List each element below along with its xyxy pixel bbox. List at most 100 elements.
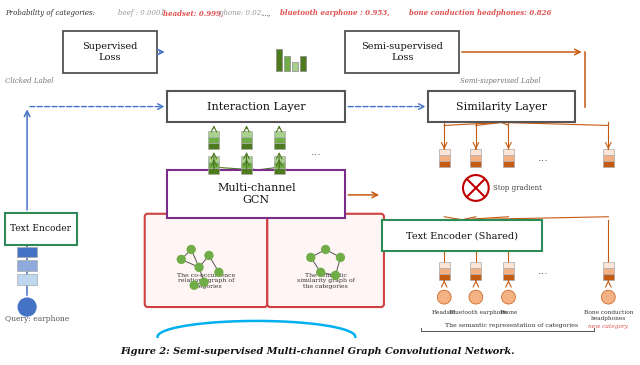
Text: Supervised
Loss: Supervised Loss [82, 42, 138, 62]
FancyBboxPatch shape [346, 31, 459, 73]
Bar [603, 262, 614, 268]
Bar [503, 268, 514, 274]
Bar [241, 143, 252, 149]
Text: phone: 0.02,: phone: 0.02, [219, 9, 263, 17]
Bar [17, 260, 37, 271]
Bar [292, 62, 298, 71]
Text: Figure 2: Semi-supervised Multi-channel Graph Convolutional Network.: Figure 2: Semi-supervised Multi-channel … [120, 347, 515, 356]
Circle shape [602, 290, 615, 304]
Circle shape [337, 253, 344, 261]
Circle shape [177, 255, 185, 264]
Text: Semi-supervised Label: Semi-supervised Label [460, 77, 541, 85]
Bar [603, 155, 614, 161]
Bar [503, 274, 514, 280]
Bar [439, 161, 450, 167]
Bar [17, 246, 37, 257]
FancyBboxPatch shape [382, 220, 542, 251]
Bar [274, 143, 285, 149]
Bar [241, 137, 252, 143]
Bar [17, 274, 37, 285]
Text: beef : 0.0001,: beef : 0.0001, [118, 9, 167, 17]
FancyBboxPatch shape [168, 91, 346, 123]
Bar [439, 262, 450, 268]
Bar [470, 274, 481, 280]
Text: headset: 0.999,: headset: 0.999, [163, 9, 223, 17]
FancyBboxPatch shape [145, 214, 268, 307]
Bar [470, 149, 481, 155]
FancyBboxPatch shape [63, 31, 157, 73]
Text: Stop gradient: Stop gradient [493, 184, 541, 192]
Bar [209, 143, 220, 149]
Circle shape [469, 290, 483, 304]
Circle shape [195, 264, 203, 271]
Text: Bluetooth earphone: Bluetooth earphone [449, 310, 507, 315]
Text: Text Encoder: Text Encoder [10, 224, 72, 233]
Bar [241, 131, 252, 137]
FancyBboxPatch shape [5, 213, 77, 245]
Bar [274, 168, 285, 174]
Text: Query: earphone: Query: earphone [5, 315, 70, 323]
Text: Multi-channel
GCN: Multi-channel GCN [217, 183, 296, 205]
Text: new category: new category [588, 324, 628, 329]
Text: Clicked Label: Clicked Label [5, 77, 54, 85]
Bar [284, 56, 290, 71]
Bar [439, 274, 450, 280]
Circle shape [502, 290, 515, 304]
Bar [470, 268, 481, 274]
Bar [276, 49, 282, 71]
Circle shape [18, 298, 36, 316]
Circle shape [188, 246, 195, 253]
Circle shape [317, 268, 324, 276]
Text: Text Encoder (Shared): Text Encoder (Shared) [406, 231, 518, 240]
Circle shape [437, 290, 451, 304]
Bar [241, 162, 252, 168]
Text: The semantic representation of categories: The semantic representation of categorie… [445, 323, 578, 328]
Bar [274, 162, 285, 168]
Text: Probability of categories:: Probability of categories: [5, 9, 95, 17]
Bar [439, 268, 450, 274]
Text: Similarity Layer: Similarity Layer [456, 101, 547, 112]
Text: The co-occurrence
relations graph of
categories: The co-occurrence relations graph of cat… [177, 273, 235, 289]
Bar [603, 268, 614, 274]
Text: bone conduction headphones: 0.826: bone conduction headphones: 0.826 [408, 9, 551, 17]
Text: Interaction Layer: Interaction Layer [207, 101, 306, 112]
FancyBboxPatch shape [168, 170, 346, 218]
Bar [503, 149, 514, 155]
Circle shape [200, 278, 208, 286]
Bar [503, 155, 514, 161]
Text: ...: ... [538, 153, 548, 163]
Text: Semi-supervised
Loss: Semi-supervised Loss [361, 42, 443, 62]
Bar [470, 262, 481, 268]
Circle shape [307, 253, 315, 261]
Text: ...: ... [310, 147, 321, 157]
Text: ...: ... [538, 266, 548, 276]
Bar [439, 155, 450, 161]
Bar [274, 137, 285, 143]
Bar [274, 156, 285, 162]
Bar [603, 274, 614, 280]
FancyBboxPatch shape [268, 214, 384, 307]
Text: Phone: Phone [499, 310, 518, 315]
Text: Headset: Headset [432, 310, 456, 315]
Bar [470, 161, 481, 167]
Bar [209, 131, 220, 137]
Bar [603, 161, 614, 167]
FancyBboxPatch shape [428, 91, 575, 123]
Bar [503, 161, 514, 167]
Bar [603, 149, 614, 155]
Text: The semantic
similarity graph of
the categories: The semantic similarity graph of the cat… [296, 273, 355, 289]
Bar [241, 156, 252, 162]
Bar [241, 168, 252, 174]
Text: bluetooth earphone : 0.953,: bluetooth earphone : 0.953, [280, 9, 390, 17]
Circle shape [215, 268, 223, 276]
Bar [470, 155, 481, 161]
Text: Bone conduction
headphones: Bone conduction headphones [584, 310, 633, 321]
Circle shape [332, 271, 339, 279]
Bar [439, 149, 450, 155]
Bar [209, 168, 220, 174]
Text: …,: …, [261, 9, 271, 17]
Bar [274, 131, 285, 137]
Bar [209, 162, 220, 168]
Bar [209, 156, 220, 162]
Bar [209, 137, 220, 143]
